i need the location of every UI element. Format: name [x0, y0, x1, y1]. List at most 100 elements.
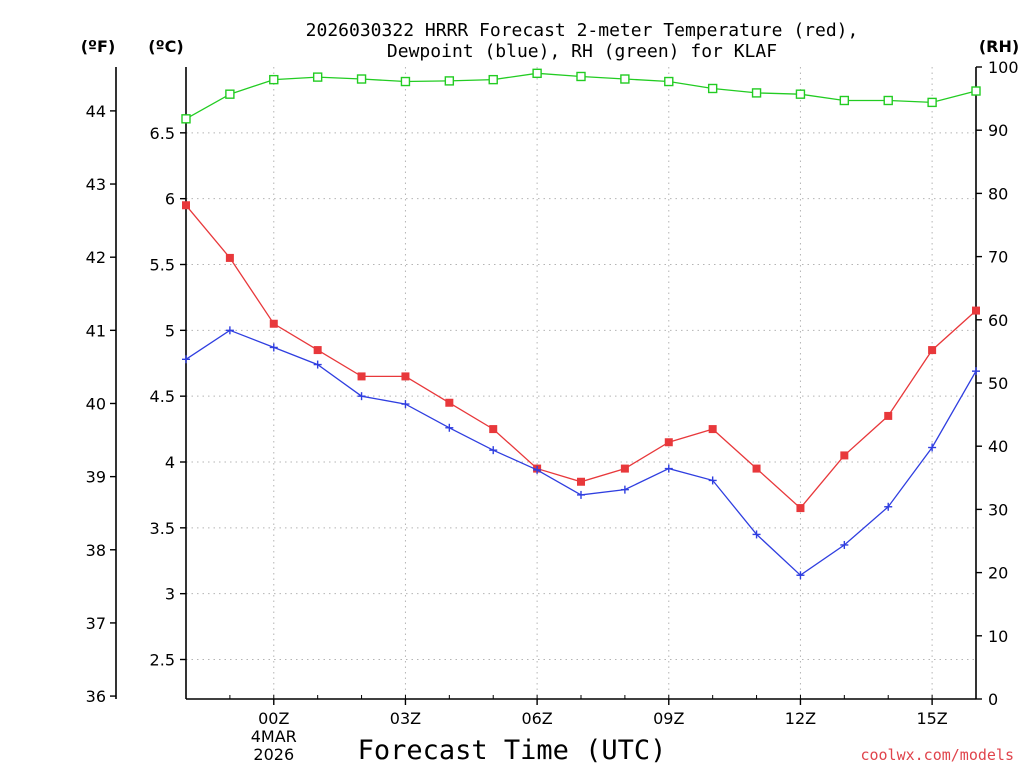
x-tick-sublabel-date: 4MAR: [251, 727, 297, 746]
fahrenheit-unit-label: (ºF): [81, 37, 116, 56]
rh-tick-label: 100: [988, 58, 1019, 77]
watermark: coolwx.com/models: [860, 746, 1014, 764]
dewpoint-point: [972, 367, 980, 376]
dewpoint-point: [577, 490, 585, 499]
rh-point: [620, 74, 630, 84]
rh-point: [532, 68, 542, 79]
dewpoint-line: [185, 329, 977, 577]
rh-point: [839, 95, 850, 106]
rh-point: [312, 72, 323, 82]
temperature-point: [489, 425, 498, 434]
temperature-point: [796, 504, 805, 513]
temperature-point: [313, 346, 322, 355]
rh-tick-label: 60: [988, 311, 1008, 330]
x-tick-sublabel-year: 2026: [253, 745, 294, 764]
rh-point: [181, 114, 191, 124]
temperature-point: [357, 372, 366, 381]
x-axis-title: Forecast Time (UTC): [358, 735, 667, 766]
dewpoint-point: [357, 392, 366, 401]
temperature-point: [884, 411, 893, 420]
temperature-point: [752, 464, 761, 473]
gridlines: [186, 67, 976, 699]
rh-point: [225, 89, 235, 99]
dewpoint-point: [182, 355, 190, 364]
rh-point: [927, 97, 937, 108]
celsius-tick-label: 5.5: [150, 256, 175, 275]
rh-point: [400, 76, 411, 87]
rh-point: [576, 71, 586, 82]
x-tick-label: 09Z: [653, 709, 684, 728]
rh-tick-label: 70: [988, 248, 1008, 267]
temperature-point: [928, 346, 937, 355]
celsius-tick-label: 5: [165, 321, 175, 340]
rh-point: [707, 83, 718, 94]
temperature-point: [445, 398, 454, 407]
fahrenheit-tick-label: 44: [86, 102, 106, 121]
temperature-series: [182, 201, 980, 513]
celsius-tick-label: 3.5: [150, 519, 175, 538]
rh-tick-label: 90: [988, 121, 1008, 140]
dewpoint-point: [664, 464, 673, 473]
x-tick-label: 12Z: [785, 709, 816, 728]
dewpoint-point: [620, 485, 629, 494]
fahrenheit-tick-label: 41: [86, 321, 106, 340]
x-tick-label: 06Z: [521, 709, 552, 728]
fahrenheit-tick-label: 40: [86, 394, 106, 413]
dewpoint-point: [445, 423, 454, 432]
rh-point: [883, 95, 893, 106]
rh-point: [356, 74, 367, 84]
temperature-line: [185, 204, 977, 510]
rh-tick-label: 80: [988, 184, 1008, 203]
temperature-point: [620, 464, 629, 473]
rh-point: [664, 76, 674, 87]
celsius-tick-label: 4: [165, 453, 175, 472]
rh-point: [971, 86, 981, 96]
temperature-point: [401, 372, 410, 381]
dewpoint-point: [313, 360, 322, 369]
chart-title-line1: 2026030322 HRRR Forecast 2-meter Tempera…: [306, 20, 859, 41]
celsius-tick-label: 6.5: [150, 124, 175, 143]
rh-tick-label: 50: [988, 374, 1008, 393]
fahrenheit-tick-label: 39: [86, 468, 106, 487]
dewpoint-point: [708, 476, 717, 485]
celsius-tick-label: 3: [165, 585, 175, 604]
temperature-point: [269, 319, 278, 328]
rh-tick-label: 20: [988, 564, 1008, 583]
temperature-point: [840, 451, 849, 460]
x-tick-label: 03Z: [390, 709, 421, 728]
dewpoint-point: [796, 571, 805, 580]
axes: 2.5 3 3.5 4 4.5 5 5.5 6 6.5 36 37 38 39 40 41 42 43 44 0 10…: [86, 58, 1019, 764]
rh-point: [444, 76, 455, 86]
celsius-tick-label: 4.5: [150, 387, 175, 406]
celsius-unit-label: (ºC): [148, 37, 183, 56]
rh-point: [269, 74, 279, 85]
series-layer: [181, 68, 981, 580]
dewpoint-point: [840, 540, 849, 549]
dewpoint-point: [269, 343, 278, 352]
dewpoint-point: [489, 446, 498, 455]
dewpoint-point: [401, 400, 410, 409]
x-tick-label: 15Z: [916, 709, 947, 728]
temperature-point: [577, 477, 585, 486]
rh-point: [488, 74, 498, 85]
temperature-point: [182, 201, 190, 210]
fahrenheit-tick-label: 38: [86, 541, 106, 560]
dewpoint-point: [752, 530, 761, 539]
rh-unit-label: (RH): [979, 37, 1019, 56]
x-tick-label: 00Z: [258, 709, 289, 728]
rh-point: [795, 89, 806, 99]
celsius-tick-label: 2.5: [150, 651, 175, 670]
rh-series: [181, 68, 981, 124]
rh-tick-label: 0: [988, 690, 998, 709]
fahrenheit-tick-label: 42: [86, 248, 106, 267]
chart-title-line2: Dewpoint (blue), RH (green) for KLAF: [387, 41, 777, 62]
dewpoint-point: [884, 502, 893, 511]
fahrenheit-tick-label: 43: [86, 175, 106, 194]
dewpoint-point: [225, 326, 234, 335]
rh-tick-label: 30: [988, 500, 1008, 519]
fahrenheit-tick-label: 36: [86, 687, 106, 706]
dewpoint-point: [533, 465, 542, 474]
temperature-point: [225, 253, 234, 262]
rh-tick-label: 10: [988, 627, 1008, 646]
